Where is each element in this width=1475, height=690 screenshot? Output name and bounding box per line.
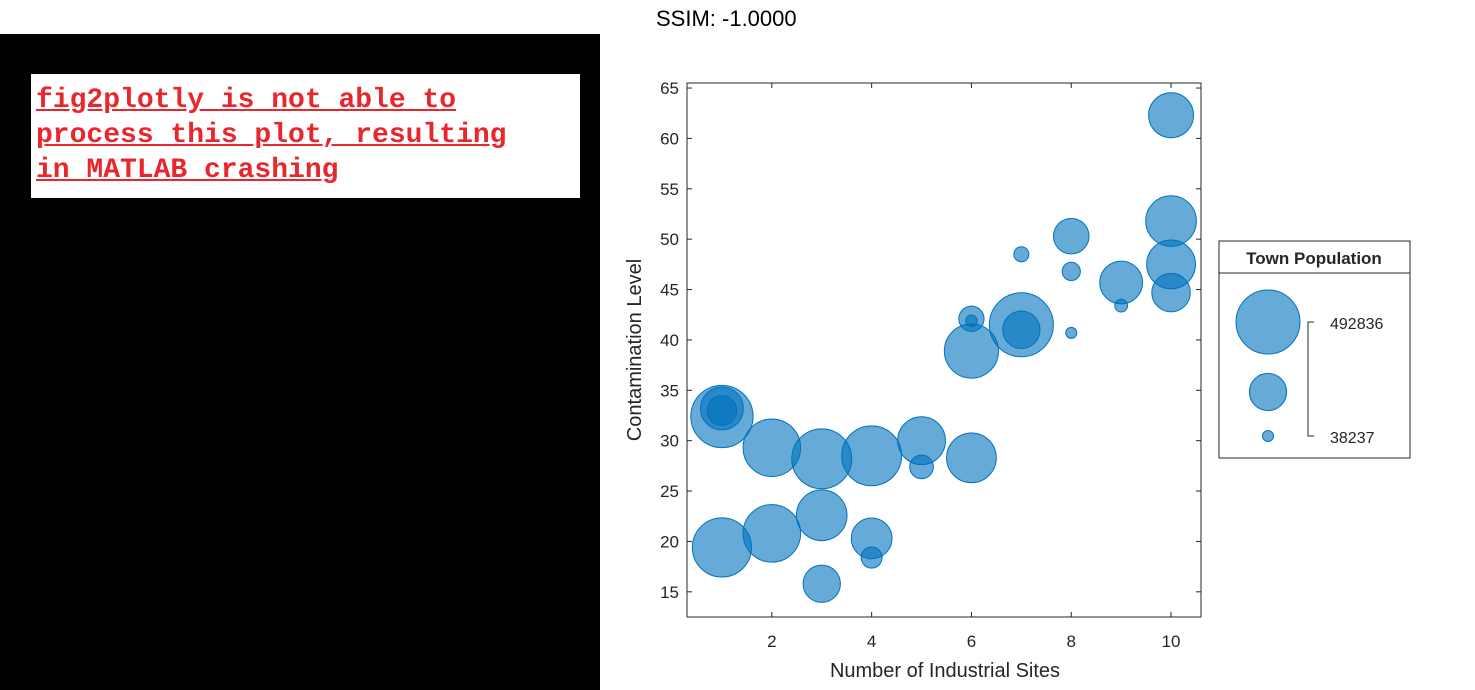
legend-bubble-large (1235, 289, 1301, 355)
legend-bubble-medium (1248, 372, 1288, 412)
data-bubble (1114, 298, 1129, 313)
error-message-box: fig2plotly is not able to process this p… (31, 74, 580, 198)
data-bubble (1151, 272, 1191, 313)
data-bubble (860, 546, 883, 569)
y-tick-label: 20 (660, 532, 679, 551)
data-bubble (1013, 246, 1030, 263)
data-bubble (1099, 260, 1144, 305)
data-bubble (742, 418, 802, 478)
x-tick-label: 10 (1162, 632, 1181, 651)
error-panel: fig2plotly is not able to process this p… (0, 34, 600, 690)
data-bubble (1061, 261, 1081, 282)
data-bubble (841, 425, 903, 487)
y-tick-label: 15 (660, 583, 679, 602)
x-tick-label: 4 (867, 632, 876, 651)
legend-max-label: 492836 (1330, 316, 1383, 333)
data-bubble (795, 489, 848, 542)
y-tick-label: 45 (660, 281, 679, 300)
data-bubble (1065, 326, 1078, 339)
legend-bubble-small (1262, 430, 1274, 442)
x-tick-label: 8 (1067, 632, 1076, 651)
y-tick-label: 35 (660, 381, 679, 400)
data-bubble (742, 504, 802, 563)
x-tick-label: 6 (967, 632, 976, 651)
data-bubble (1148, 92, 1195, 139)
x-tick-label: 2 (767, 632, 776, 651)
data-bubble (802, 564, 841, 603)
data-bubble (909, 454, 934, 480)
legend-min-label: 38237 (1330, 430, 1375, 447)
x-axis-label: Number of Industrial Sites (830, 660, 1060, 682)
y-tick-label: 60 (660, 129, 679, 148)
data-bubble (706, 395, 738, 426)
y-axis-label: Contamination Level (624, 259, 646, 441)
data-bubble (1002, 310, 1041, 350)
legend-title: Town Population (1246, 249, 1382, 268)
data-bubble (1145, 195, 1197, 247)
y-tick-label: 55 (660, 180, 679, 199)
y-tick-label: 65 (660, 79, 679, 98)
legend: Town Population 492836 38237 (1218, 240, 1411, 459)
data-bubble (1052, 217, 1090, 255)
legend-box (1218, 240, 1411, 459)
y-tick-label: 25 (660, 482, 679, 501)
data-bubble (946, 432, 997, 484)
y-tick-label: 40 (660, 331, 679, 350)
data-bubble (691, 517, 753, 578)
legend-bracket (1307, 321, 1314, 437)
chart-title: SSIM: -1.0000 (656, 6, 797, 31)
y-tick-label: 50 (660, 230, 679, 249)
data-bubble (965, 314, 978, 328)
error-message: fig2plotly is not able to process this p… (36, 85, 507, 186)
y-tick-label: 30 (660, 432, 679, 451)
